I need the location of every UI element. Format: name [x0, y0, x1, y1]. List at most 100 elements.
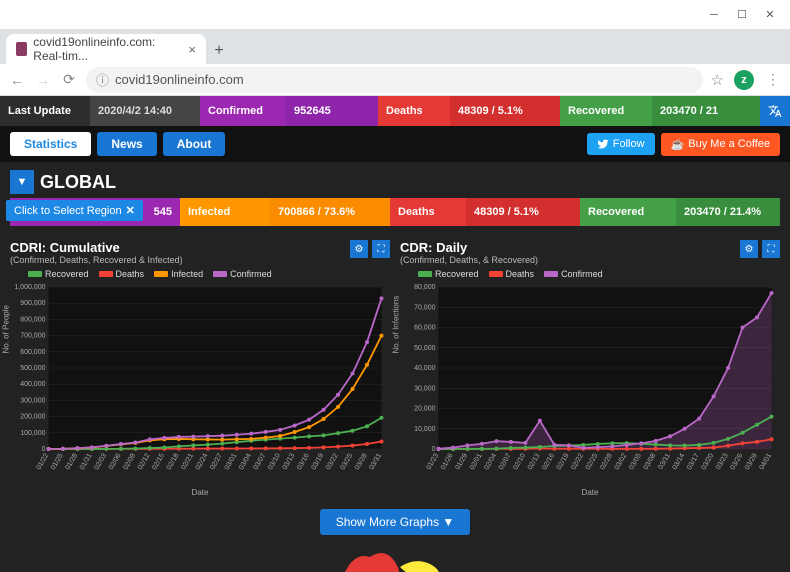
tab-about[interactable]: About [163, 132, 226, 156]
legend-item[interactable]: Recovered [28, 269, 89, 279]
last-update-value: 2020/4/2 14:40 [90, 96, 200, 126]
svg-text:40,000: 40,000 [414, 365, 436, 372]
svg-text:10,000: 10,000 [414, 426, 436, 433]
tab-close-icon[interactable]: × [188, 42, 196, 57]
svg-text:03/23: 03/23 [715, 452, 730, 471]
legend-item[interactable]: Deaths [489, 269, 535, 279]
tab-title: covid19onlineinfo.com: Real-tim... [33, 35, 178, 63]
browser-toolbar: ← → ⟳ ⓘ covid19onlineinfo.com ☆ z ⋮ [0, 64, 790, 96]
svg-text:30,000: 30,000 [414, 385, 436, 392]
page-content: Last Update 2020/4/2 14:40 Confirmed 952… [0, 96, 790, 572]
region-title: GLOBAL [40, 172, 116, 193]
url-text: covid19onlineinfo.com [115, 72, 244, 87]
svg-text:03/25: 03/25 [339, 452, 354, 471]
region-infected-value: 700866 / 73.6% [270, 198, 390, 226]
svg-text:03/01: 03/01 [224, 452, 239, 471]
back-icon[interactable]: ← [8, 72, 26, 88]
chart-ylabel: No. of Infections [392, 295, 401, 353]
legend-label: Recovered [435, 269, 479, 279]
region-select-pill[interactable]: Click to Select Region✕ [6, 200, 143, 221]
window-maximize[interactable]: ☐ [728, 4, 756, 26]
chart-settings-icon[interactable]: ⚙ [350, 240, 368, 258]
chart-expand-icon[interactable]: ⛶ [762, 240, 780, 258]
tab-news[interactable]: News [97, 132, 156, 156]
reload-icon[interactable]: ⟳ [60, 71, 78, 88]
region-dropdown-icon[interactable]: ▼ [10, 170, 34, 194]
svg-text:03/20: 03/20 [700, 452, 715, 471]
window-minimize[interactable]: ─ [700, 4, 728, 26]
svg-text:03/13: 03/13 [282, 452, 297, 471]
svg-text:03/10: 03/10 [267, 452, 282, 471]
svg-text:02/22: 02/22 [570, 452, 585, 471]
chart-cdr: CDR: Daily (Confirmed, Deaths, & Recover… [400, 240, 780, 497]
svg-text:02/09: 02/09 [122, 452, 137, 471]
svg-text:02/06: 02/06 [108, 452, 123, 471]
legend-swatch [99, 271, 113, 277]
translate-button[interactable] [760, 96, 790, 126]
legend-label: Recovered [45, 269, 89, 279]
site-info-icon[interactable]: ⓘ [96, 70, 109, 89]
svg-text:0: 0 [432, 446, 436, 453]
svg-text:03/19: 03/19 [310, 452, 325, 471]
svg-text:01/23: 01/23 [425, 452, 440, 471]
legend-item[interactable]: Infected [154, 269, 203, 279]
browser-tab[interactable]: covid19onlineinfo.com: Real-tim... × [6, 34, 206, 64]
svg-text:03/08: 03/08 [643, 452, 658, 471]
bookmark-icon[interactable]: ☆ [711, 71, 724, 89]
legend-item[interactable]: Confirmed [213, 269, 272, 279]
legend-item[interactable]: Deaths [99, 269, 145, 279]
legend-swatch [489, 271, 503, 277]
region-infected-label: Infected [180, 198, 270, 226]
follow-button[interactable]: Follow [587, 133, 655, 155]
address-bar[interactable]: ⓘ covid19onlineinfo.com [86, 67, 703, 93]
chart-plot: 010,00020,00030,00040,00050,00060,00070,… [400, 281, 780, 481]
legend-swatch [418, 271, 432, 277]
svg-text:300,000: 300,000 [20, 397, 45, 404]
svg-text:03/29: 03/29 [744, 452, 759, 471]
svg-text:02/21: 02/21 [180, 452, 195, 471]
charts-row: CDRI: Cumulative (Confirmed, Deaths, Rec… [0, 226, 790, 505]
svg-text:01/28: 01/28 [64, 452, 79, 471]
svg-text:03/05: 03/05 [628, 452, 643, 471]
svg-text:02/04: 02/04 [483, 452, 498, 471]
svg-text:03/14: 03/14 [672, 452, 687, 471]
svg-text:03/02: 03/02 [614, 452, 629, 471]
legend-label: Confirmed [561, 269, 603, 279]
window-close[interactable]: ✕ [756, 4, 784, 26]
svg-text:02/18: 02/18 [166, 452, 181, 471]
legend-label: Confirmed [230, 269, 272, 279]
window-title-bar: ─ ☐ ✕ [0, 0, 790, 30]
tab-statistics[interactable]: Statistics [10, 132, 91, 156]
menu-icon[interactable]: ⋮ [764, 71, 782, 88]
svg-text:02/07: 02/07 [498, 452, 513, 471]
legend-item[interactable]: Recovered [418, 269, 479, 279]
close-icon[interactable]: ✕ [126, 204, 135, 217]
svg-text:03/22: 03/22 [325, 452, 340, 471]
chart-settings-icon[interactable]: ⚙ [740, 240, 758, 258]
chart-subtitle: (Confirmed, Deaths, Recovered & Infected… [10, 255, 183, 265]
new-tab-button[interactable]: + [206, 38, 232, 64]
profile-avatar[interactable]: z [734, 70, 754, 90]
show-more-button[interactable]: Show More Graphs ▼ [320, 509, 471, 535]
svg-text:02/12: 02/12 [137, 452, 152, 471]
svg-text:03/07: 03/07 [253, 452, 268, 471]
coffee-button[interactable]: ☕Buy Me a Coffee [661, 133, 780, 156]
region-recovered-label: Recovered [580, 198, 676, 226]
chart-legend: Recovered Deaths Confirmed [400, 265, 780, 281]
svg-text:04/01: 04/01 [758, 452, 773, 471]
chart-expand-icon[interactable]: ⛶ [372, 240, 390, 258]
confirmed-value: 952645 [286, 96, 378, 126]
legend-item[interactable]: Confirmed [544, 269, 603, 279]
forward-icon[interactable]: → [34, 72, 52, 88]
svg-text:03/04: 03/04 [238, 452, 253, 471]
svg-text:20,000: 20,000 [414, 406, 436, 413]
svg-text:200,000: 200,000 [20, 414, 45, 421]
svg-text:02/28: 02/28 [599, 452, 614, 471]
svg-text:50,000: 50,000 [414, 345, 436, 352]
svg-text:02/15: 02/15 [151, 452, 166, 471]
svg-text:500,000: 500,000 [20, 365, 45, 372]
svg-text:600,000: 600,000 [20, 349, 45, 356]
page-tabs: Statistics News About Follow ☕Buy Me a C… [0, 126, 790, 162]
svg-text:02/25: 02/25 [585, 452, 600, 471]
region-header: ▼ GLOBAL [0, 162, 790, 198]
